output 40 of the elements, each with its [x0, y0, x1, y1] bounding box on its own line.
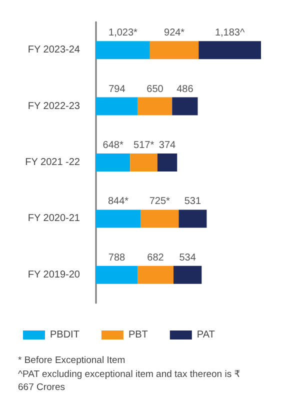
bar — [150, 41, 199, 60]
text: * Before Exceptional Item — [18, 355, 126, 366]
bar — [138, 97, 172, 116]
data-label: 725* — [149, 196, 170, 208]
legend-label: PAT — [196, 330, 215, 340]
data-label: 486 — [176, 84, 194, 95]
bar — [178, 210, 207, 228]
bar — [130, 154, 158, 172]
bar — [96, 266, 138, 284]
bar — [140, 210, 179, 228]
bar — [157, 154, 178, 172]
data-label: 682 — [147, 252, 164, 264]
bar — [172, 97, 198, 116]
bar — [96, 154, 130, 172]
data-label: 924* — [164, 28, 185, 39]
data-label: 517* — [134, 140, 154, 151]
y-tick-label: FY 2020-21 — [28, 213, 80, 224]
data-label: 374 — [158, 140, 176, 151]
data-label: 534 — [179, 252, 196, 264]
data-label: 650 — [146, 84, 164, 95]
y-tick-label: FY 2022-23 — [28, 100, 80, 112]
y-tick-label: FY 2021 -22 — [25, 157, 80, 168]
data-label: 788 — [108, 252, 126, 264]
y-tick-label: FY 2023-24 — [28, 44, 80, 56]
data-label: 1,023* — [108, 28, 138, 39]
y-tick-label: FY 2019-20 — [28, 269, 80, 280]
bar — [173, 266, 202, 284]
text: ^PAT excluding exceptional item and tax thereon is ₹667 Crores — [18, 369, 240, 393]
bar — [96, 41, 150, 60]
data-label: 531 — [184, 196, 202, 208]
data-label: 648* — [102, 140, 124, 151]
bar — [96, 210, 140, 228]
legend-label: PBDIT — [50, 330, 80, 340]
data-label: 844* — [108, 196, 129, 208]
data-label: 794 — [108, 84, 126, 95]
bar — [198, 41, 261, 60]
bar — [96, 97, 138, 116]
legend-label: PBT — [128, 330, 148, 340]
bar — [138, 266, 174, 284]
data-label: 1,183^ — [214, 28, 245, 39]
